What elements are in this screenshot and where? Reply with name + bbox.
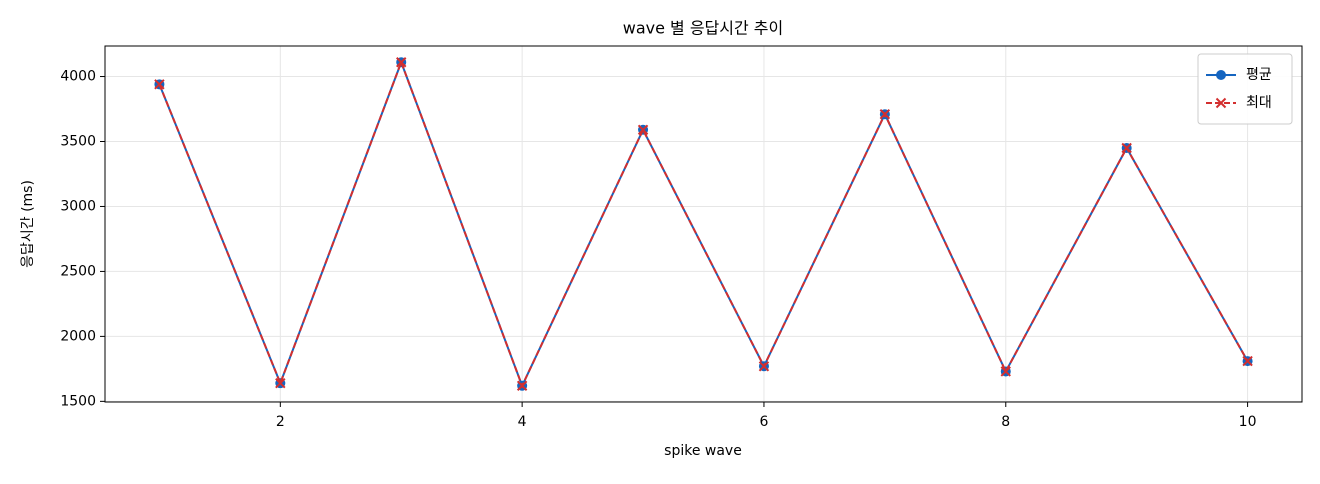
chart-title: wave 별 응답시간 추이 [623,19,784,38]
legend-marker [1215,97,1227,109]
y-tick-label: 1500 [60,393,96,409]
y-tick-label: 2000 [60,328,96,344]
y-tick-label: 2500 [60,263,96,279]
x-tick-label: 4 [518,414,527,430]
marker [154,79,165,90]
legend-box [1197,53,1293,125]
marker [396,57,407,68]
marker [1121,142,1132,154]
series-line [158,59,1249,389]
y-tick-label: 3500 [60,133,96,149]
x-tick-label: 6 [759,414,768,430]
legend-label: 최대 [1246,95,1272,111]
x-tick-label: 8 [1001,414,1010,430]
marker [1242,355,1253,367]
marker [879,109,891,120]
y-tick-label: 3000 [60,198,96,214]
marker [516,380,528,391]
legend-label: 평균 [1246,67,1272,83]
x-tick-label: 10 [1239,414,1257,430]
y-tick-label: 4000 [60,69,96,85]
marker [637,124,649,136]
plot-frame [104,45,1303,403]
x-tick-label: 2 [276,414,285,430]
y-axis-label: 응답시간 (ms) [20,180,36,268]
x-axis-label: spike wave [664,443,742,459]
marker [758,361,770,372]
legend-marker [1216,70,1226,80]
marker [1000,366,1011,377]
marker [275,377,286,389]
